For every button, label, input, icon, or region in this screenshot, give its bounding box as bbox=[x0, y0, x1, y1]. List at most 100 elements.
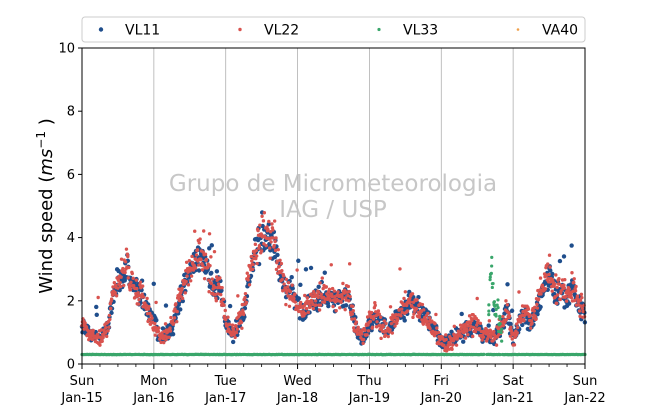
data-point-vl33 bbox=[499, 330, 503, 335]
data-point-vl33 bbox=[490, 255, 494, 259]
data-point-vl33 bbox=[496, 329, 501, 334]
data-point-vl22 bbox=[150, 316, 154, 320]
data-point-vl22 bbox=[299, 300, 303, 305]
data-point-vl22 bbox=[426, 311, 430, 316]
data-point-vl22 bbox=[465, 329, 469, 333]
data-point-vl22 bbox=[546, 262, 550, 266]
data-point-vl11 bbox=[94, 312, 99, 318]
data-point-vl22 bbox=[535, 306, 540, 310]
data-point-vl33 bbox=[498, 317, 502, 321]
data-point-vl22 bbox=[118, 284, 123, 289]
data-point-vl22 bbox=[177, 298, 182, 303]
data-point-vl33 bbox=[491, 281, 495, 286]
data-point-vl22 bbox=[253, 242, 258, 247]
data-point-vl22 bbox=[384, 321, 388, 326]
data-point-vl22 bbox=[112, 281, 117, 285]
data-point-vl22 bbox=[332, 289, 337, 293]
data-point-vl22 bbox=[408, 300, 412, 304]
data-point-vl11 bbox=[209, 243, 214, 248]
data-point-vl22 bbox=[188, 279, 193, 283]
data-point-vl22 bbox=[119, 275, 123, 279]
data-point-vl22 bbox=[554, 273, 558, 277]
x-tick-date-label: Jan-15 bbox=[60, 391, 102, 406]
data-point-vl22 bbox=[108, 317, 112, 322]
data-point-vl22 bbox=[186, 283, 191, 287]
data-point-vl22 bbox=[91, 328, 95, 333]
data-point-vl22 bbox=[290, 283, 294, 287]
data-point-vl22 bbox=[259, 249, 264, 253]
y-tick-label: 4 bbox=[67, 231, 75, 246]
data-point-vl22 bbox=[295, 268, 299, 272]
data-point-vl22 bbox=[136, 302, 141, 306]
data-point-vl22 bbox=[378, 315, 383, 319]
data-point-vl22 bbox=[84, 325, 89, 329]
x-tick-day-label: Fri bbox=[434, 374, 450, 389]
data-point-vl22 bbox=[191, 268, 196, 272]
data-point-vl11 bbox=[520, 322, 525, 328]
data-point-vl22 bbox=[489, 335, 493, 340]
data-point-vl22 bbox=[347, 289, 351, 294]
data-point-vl22 bbox=[153, 321, 157, 326]
data-point-vl22 bbox=[388, 305, 393, 309]
data-point-vl22 bbox=[255, 261, 259, 266]
data-point-vl22 bbox=[140, 284, 145, 288]
data-point-vl22 bbox=[547, 253, 552, 257]
data-point-vl11 bbox=[94, 304, 99, 310]
data-point-vl22 bbox=[116, 278, 121, 282]
data-point-vl22 bbox=[338, 306, 342, 310]
data-point-vl22 bbox=[360, 332, 364, 336]
data-point-vl22 bbox=[348, 294, 352, 299]
data-point-vl22 bbox=[485, 337, 490, 341]
data-point-vl22 bbox=[393, 324, 397, 328]
data-point-vl11 bbox=[548, 268, 553, 273]
data-point-vl33 bbox=[495, 303, 499, 307]
data-point-vl22 bbox=[246, 278, 250, 282]
data-point-vl22 bbox=[422, 308, 426, 312]
data-point-vl22 bbox=[98, 335, 103, 339]
data-point-vl22 bbox=[124, 247, 129, 251]
data-point-vl22 bbox=[398, 267, 402, 271]
data-point-vl22 bbox=[534, 317, 538, 321]
data-point-vl22 bbox=[126, 276, 130, 280]
data-point-vl22 bbox=[478, 321, 483, 325]
data-point-vl22 bbox=[232, 332, 236, 337]
data-point-vl22 bbox=[268, 256, 272, 260]
data-point-vl22 bbox=[271, 228, 275, 232]
data-point-vl22 bbox=[451, 343, 455, 347]
data-point-vl22 bbox=[261, 219, 266, 223]
data-point-vl22 bbox=[351, 304, 355, 309]
data-point-vl22 bbox=[154, 300, 158, 305]
data-point-vl22 bbox=[303, 293, 307, 298]
data-point-vl22 bbox=[243, 291, 248, 296]
data-point-vl22 bbox=[510, 337, 514, 341]
data-point-vl22 bbox=[107, 325, 111, 329]
data-point-vl22 bbox=[195, 248, 200, 252]
x-tick-date-label: Jan-19 bbox=[348, 391, 390, 406]
y-tick-label: 6 bbox=[67, 168, 75, 183]
data-point-vl33 bbox=[487, 313, 491, 317]
data-point-vl22 bbox=[210, 277, 214, 281]
data-point-vl22 bbox=[163, 322, 168, 326]
data-point-vl22 bbox=[503, 320, 507, 324]
data-point-vl22 bbox=[341, 281, 345, 286]
data-point-vl22 bbox=[276, 247, 280, 252]
data-point-vl22 bbox=[388, 328, 392, 332]
data-point-vl22 bbox=[234, 330, 239, 335]
data-point-vl33 bbox=[493, 304, 497, 308]
x-tick-day-label: Thu bbox=[356, 374, 381, 389]
data-point-vl22 bbox=[555, 285, 559, 290]
data-point-vl22 bbox=[555, 301, 559, 305]
data-point-vl22 bbox=[436, 330, 441, 335]
data-point-vl22 bbox=[383, 333, 388, 337]
data-point-vl22 bbox=[206, 265, 210, 270]
data-point-vl22 bbox=[293, 292, 297, 296]
data-point-vl22 bbox=[580, 295, 584, 300]
data-point-vl22 bbox=[172, 316, 177, 320]
data-point-vl11 bbox=[180, 298, 185, 304]
y-tick-label: 2 bbox=[67, 294, 75, 309]
data-point-vl22 bbox=[203, 252, 208, 256]
data-point-vl22 bbox=[229, 333, 234, 337]
data-point-vl22 bbox=[109, 297, 114, 301]
data-point-vl22 bbox=[277, 264, 281, 269]
y-tick-label: 10 bbox=[58, 42, 75, 57]
